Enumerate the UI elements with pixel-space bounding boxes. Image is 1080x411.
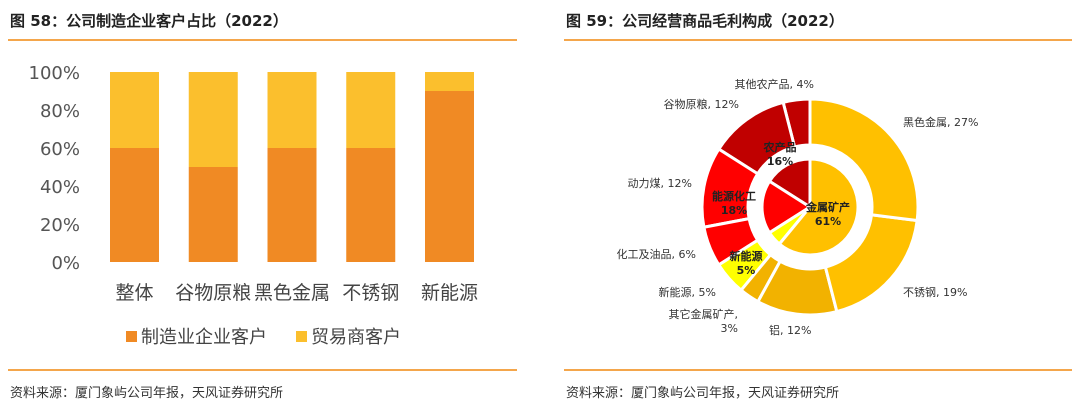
x-tick-label: 整体 xyxy=(115,282,153,304)
outer-slice-label: 新能源, 5% xyxy=(659,285,716,299)
title-divider xyxy=(564,39,1072,41)
outer-slice xyxy=(700,147,760,229)
bar-segment-trader xyxy=(188,72,238,167)
inner-slice-label: 新能源 5% xyxy=(730,249,763,277)
source-note: 资料来源：厦门象屿公司年报，天风证券研究所 xyxy=(566,386,840,401)
sunburst-chart: 其他农产品, 4% 谷物原粮, 12% 动力煤, 12% 化工及油品, 6% 新能源, … xyxy=(617,77,979,337)
source-note: 资料来源：厦门象屿公司年报，天风证券研究所 xyxy=(10,386,284,401)
left-panel: 图 58：公司制造企业客户占比（2022） 0% 20% 40% 60% 80% 100%… xyxy=(0,0,525,411)
outer-slice-label: 不锈钢, 19% xyxy=(903,286,967,299)
legend-label: 贸易商客户 xyxy=(311,327,401,348)
bar-segment-trader xyxy=(425,72,474,91)
outer-slice-label: 动力煤, 12% xyxy=(628,177,692,190)
bar-segment-manufacturer xyxy=(110,148,159,262)
bar-segment-manufacturer xyxy=(346,148,396,262)
bar-segment-trader xyxy=(346,72,396,148)
outer-slice-label: 黑色金属, 27% xyxy=(903,115,978,129)
bar-segment-trader xyxy=(110,72,159,148)
y-tick-label: 0% xyxy=(51,253,80,274)
source-divider xyxy=(564,369,1072,371)
bar-segment-manufacturer xyxy=(425,91,474,262)
y-tick-label: 60% xyxy=(40,139,80,160)
y-tick-label: 20% xyxy=(40,215,80,236)
y-tick-label: 80% xyxy=(40,101,80,122)
chart-title: 图 58：公司制造企业客户占比（2022） xyxy=(10,12,288,30)
outer-slice xyxy=(716,100,797,176)
outer-slice-label: 其他农产品, 4% xyxy=(735,77,814,91)
x-tick-label: 谷物原粮 xyxy=(175,282,251,304)
inner-slice-label: 能源化工 18% xyxy=(712,189,756,217)
legend-swatch xyxy=(296,331,307,342)
outer-slice-label: 其它金属矿产, 3% xyxy=(669,307,739,335)
bar-segment-trader xyxy=(267,72,317,148)
x-tick-label: 新能源 xyxy=(421,282,478,304)
bar-segment-manufacturer xyxy=(188,167,238,262)
outer-slice-label: 化工及油品, 6% xyxy=(617,247,696,261)
x-tick-label: 黑色金属 xyxy=(254,282,330,304)
source-divider xyxy=(8,369,517,371)
y-tick-label: 100% xyxy=(29,63,80,84)
bar-segment-manufacturer xyxy=(267,148,317,262)
chart-title: 图 59：公司经营商品毛利构成（2022） xyxy=(566,12,844,30)
outer-slice-label: 谷物原粮, 12% xyxy=(664,97,739,111)
y-tick-label: 40% xyxy=(40,177,80,198)
inner-slice-label: 农产品 16% xyxy=(763,140,797,168)
x-tick-label: 不锈钢 xyxy=(342,282,399,304)
inner-slice xyxy=(777,157,860,257)
outer-slice xyxy=(823,213,919,314)
outer-slice xyxy=(716,238,773,293)
outer-slice xyxy=(808,97,920,223)
stacked-bar-chart: 0% 20% 40% 60% 80% 100% 整体 谷物原粮 黑色金属 不锈钢 新能源制造业企业客… xyxy=(29,63,478,348)
outer-slice xyxy=(702,216,760,267)
inner-slice-label: 金属矿产 61% xyxy=(805,200,850,228)
outer-slice-label: 铝, 12% xyxy=(769,323,811,337)
legend-label: 制造业企业客户 xyxy=(141,327,267,348)
right-panel: 图 59：公司经营商品毛利构成（2022） 其他农产品, 4% 谷物原粮, 12%… xyxy=(556,0,1080,411)
outer-slice xyxy=(755,259,839,317)
legend-swatch xyxy=(126,331,137,342)
title-divider xyxy=(8,39,517,41)
inner-slice xyxy=(760,179,813,235)
